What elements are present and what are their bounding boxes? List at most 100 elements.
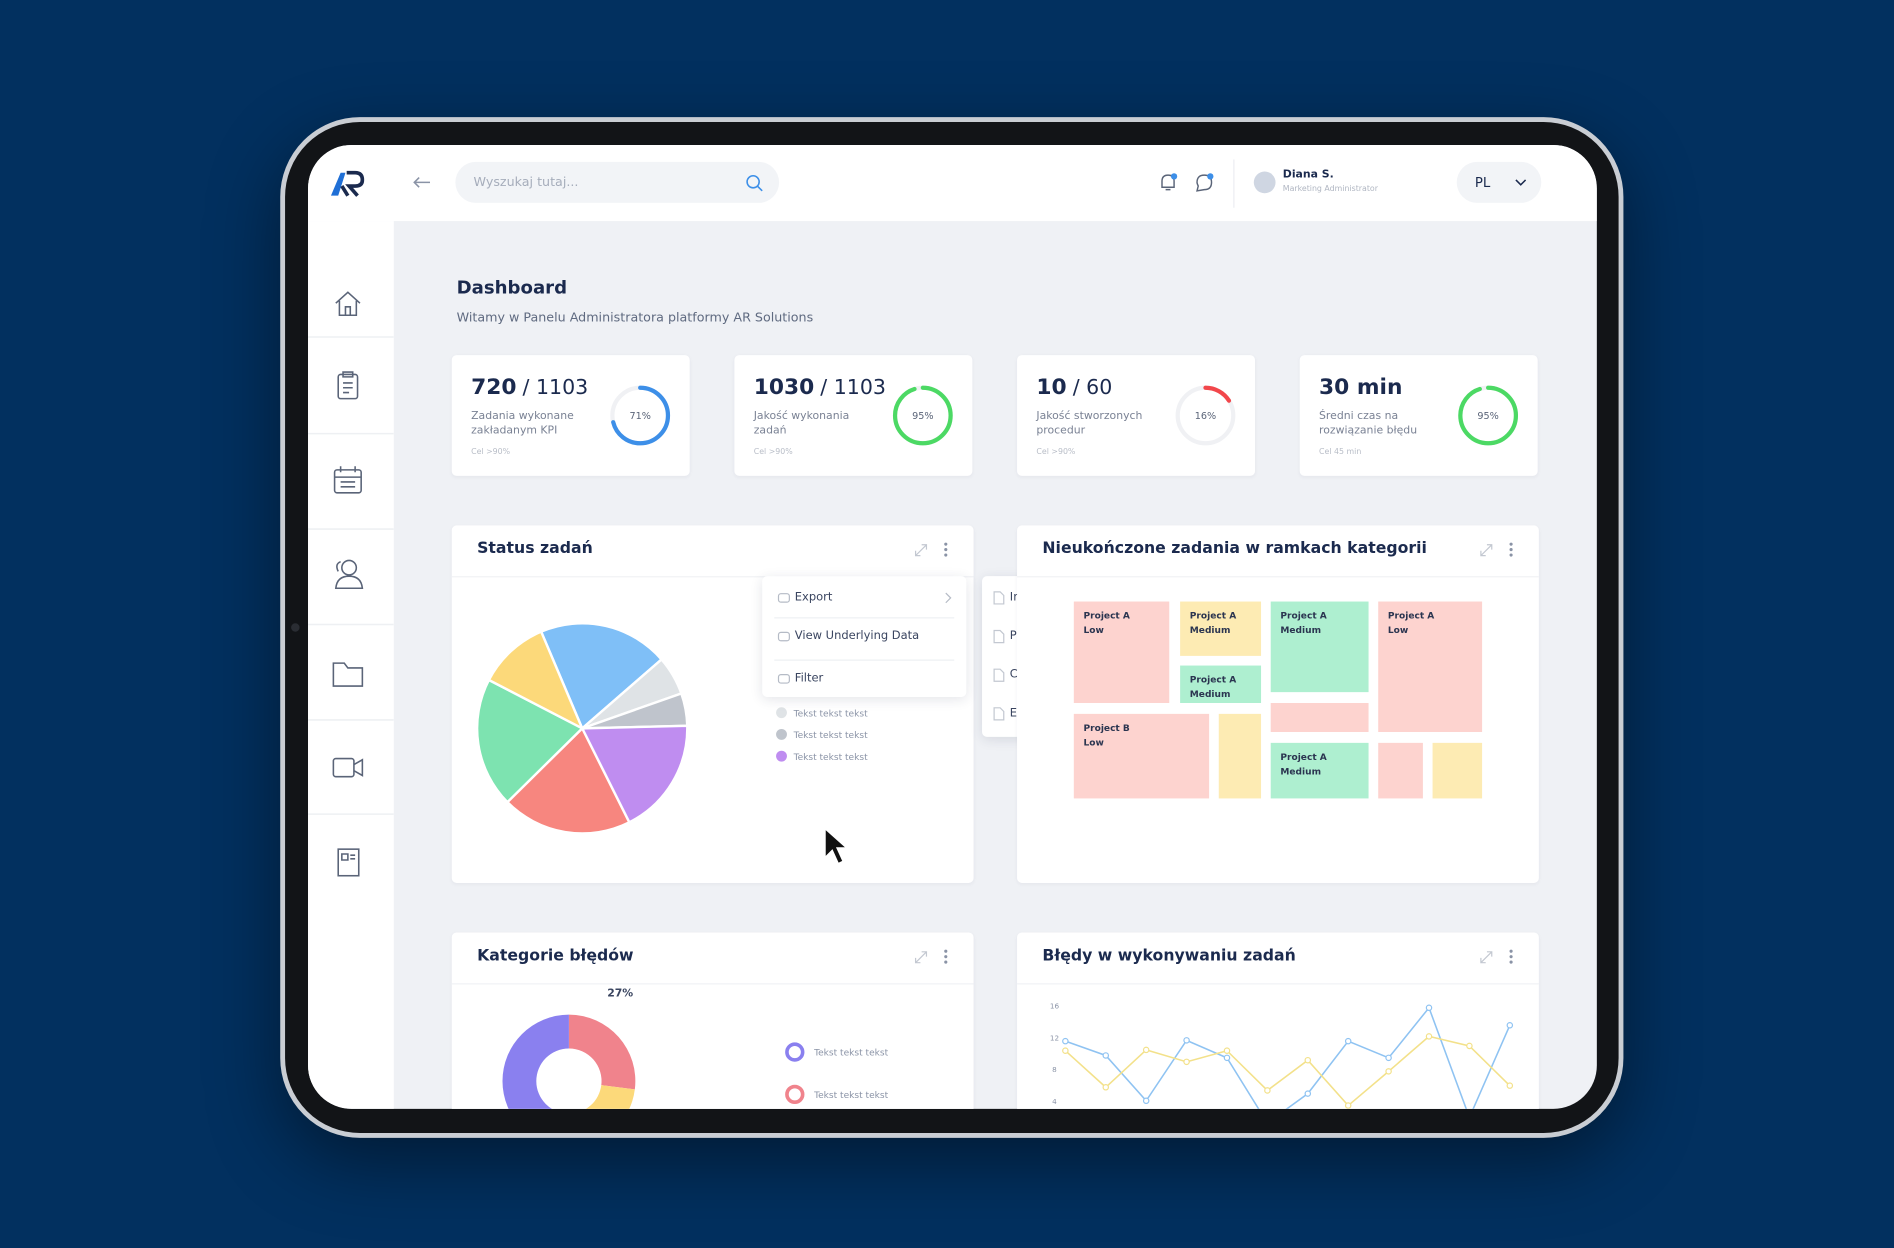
line-point: [1304, 1056, 1312, 1064]
panel-header-line: [451, 576, 974, 578]
file-icon: [993, 591, 1005, 605]
screen: Wyszukaj tutaj... Diana S. Marketing Adm…: [308, 144, 1597, 1109]
notifications-button[interactable]: [1158, 172, 1178, 194]
menu-item[interactable]: Export: [794, 590, 833, 604]
search-box[interactable]: Wyszukaj tutaj...: [455, 161, 780, 203]
menu-icon: [777, 631, 790, 642]
panel-title: Status zadań: [477, 539, 593, 559]
panel-title: Kategorie błędów: [477, 946, 634, 966]
icon-shape: [993, 707, 1005, 721]
legend-dot: [776, 728, 787, 740]
kpi-value-row: 720/ 1103: [471, 374, 588, 399]
arrow: [945, 592, 952, 604]
kpi-value-row: 10/ 60: [1036, 374, 1112, 399]
treemap-cell: Project A Medium: [1180, 665, 1262, 703]
panel-actions[interactable]: [1478, 541, 1519, 558]
legend-label: Tekst tekst tekst: [793, 709, 868, 719]
ring-progress: [1175, 385, 1236, 446]
line-point: [1102, 1052, 1110, 1059]
treemap-cell: Project A Low: [1073, 601, 1170, 703]
divider: [1233, 159, 1235, 208]
kpi-value: 10: [1036, 374, 1067, 400]
line-point: [1385, 1068, 1392, 1075]
page-subtitle: Witamy w Panelu Administratora platformy…: [456, 310, 814, 325]
y-tick-label: 4: [1052, 1097, 1057, 1106]
kpi-target: Cel 45 min: [1319, 446, 1362, 457]
messages-button[interactable]: [1193, 172, 1215, 194]
panel-actions[interactable]: [913, 541, 954, 558]
treemap-cell: Project A Medium: [1180, 601, 1262, 656]
cell-name: Project A: [1189, 609, 1237, 621]
line-point: [1506, 1021, 1514, 1029]
kpi-card: 1030/ 1103 Jakość wykonania zadań Cel >90%…: [734, 355, 973, 476]
kpi-total: / 1103: [820, 375, 887, 400]
kpi-card: 30 min Średni czas na rozwiązanie błędu Ce…: [1299, 355, 1538, 476]
nav-video[interactable]: [332, 757, 364, 778]
nav-files[interactable]: [332, 662, 364, 687]
back-button[interactable]: [412, 175, 431, 189]
nav-calendar[interactable]: [333, 466, 362, 494]
cell-level: Low: [1083, 736, 1104, 748]
ring-label: 71%: [629, 411, 650, 422]
panel-actions[interactable]: [1478, 948, 1519, 965]
kpi-value: 1030: [753, 374, 815, 400]
cell-level: Medium: [1189, 688, 1231, 700]
line-point: [1506, 1082, 1514, 1089]
line-series: [1064, 1035, 1511, 1107]
cell-level: Medium: [1280, 624, 1322, 636]
ring-label: 16%: [1195, 411, 1216, 422]
kpi-total: / 60: [1072, 375, 1113, 400]
legend-ring: [785, 1084, 805, 1105]
nav-reports[interactable]: [337, 848, 360, 877]
kpi-value: 720: [471, 374, 517, 400]
donut-chart: 27% Tekst tekst tekst Tekst tekst tekst: [502, 986, 889, 1109]
cell-name: Project B: [1083, 722, 1130, 734]
kpi-label: Jakość wykonania zadań: [753, 410, 850, 438]
cell-level: Medium: [1280, 765, 1322, 777]
ring-progress: [892, 385, 953, 446]
y-tick-label: 12: [1050, 1033, 1059, 1042]
icon-shape: [777, 674, 790, 684]
kpi-total: / 1103: [522, 375, 589, 400]
cell-level: Low: [1083, 624, 1104, 636]
line-point: [1304, 1090, 1312, 1097]
cell-level: Medium: [1189, 624, 1231, 636]
treemap-cell: Project B Low: [1073, 713, 1210, 799]
avatar[interactable]: [1253, 171, 1276, 194]
kpi-ring: 95%: [1458, 385, 1519, 446]
file-icon: [993, 629, 1005, 644]
nav-tasks[interactable]: [337, 371, 359, 400]
language-select[interactable]: PL: [1456, 161, 1542, 203]
menu-separator: [774, 617, 955, 619]
kpi-ring: 16%: [1175, 385, 1236, 446]
errors-panel: Kategorie błędów 27% Tekst tekst tekst Tek…: [451, 932, 974, 1109]
logo: [330, 170, 365, 197]
line-point: [1344, 1102, 1352, 1109]
donut-segment: [585, 1085, 635, 1109]
sidebar: [308, 221, 394, 1109]
legend-dot: [776, 707, 787, 719]
nav-users[interactable]: [334, 559, 364, 590]
menu-separator: [774, 659, 955, 661]
line-point: [1264, 1087, 1271, 1094]
treemap-cell: [1270, 702, 1369, 732]
y-tick-label: 16: [1050, 1002, 1060, 1011]
mouse-cursor: [824, 827, 849, 865]
cell-name: Project A: [1083, 609, 1130, 621]
line-point: [1183, 1037, 1190, 1044]
ring-progress: [610, 385, 671, 446]
page-title: Dashboard: [456, 276, 568, 299]
treemap-cell: [1378, 742, 1423, 799]
category-panel: Nieukończone zadania w ramkach kategorii…: [1017, 525, 1539, 883]
legend-label: Tekst tekst tekst: [813, 1049, 888, 1059]
panel-actions[interactable]: [913, 948, 954, 965]
pie-chart: Tekst tekst tekst Tekst tekst tekst Tekst …: [475, 622, 868, 835]
icon-shape: [993, 591, 1005, 605]
menu-item[interactable]: View Underlying Data: [794, 629, 920, 643]
ring-progress: [1458, 385, 1519, 446]
camera: [291, 623, 300, 632]
donut-label: 27%: [607, 986, 633, 999]
menu-item[interactable]: Filter: [794, 671, 824, 685]
nav-home[interactable]: [335, 291, 361, 317]
context-menu: Export View Underlying Data Filter: [762, 576, 967, 697]
